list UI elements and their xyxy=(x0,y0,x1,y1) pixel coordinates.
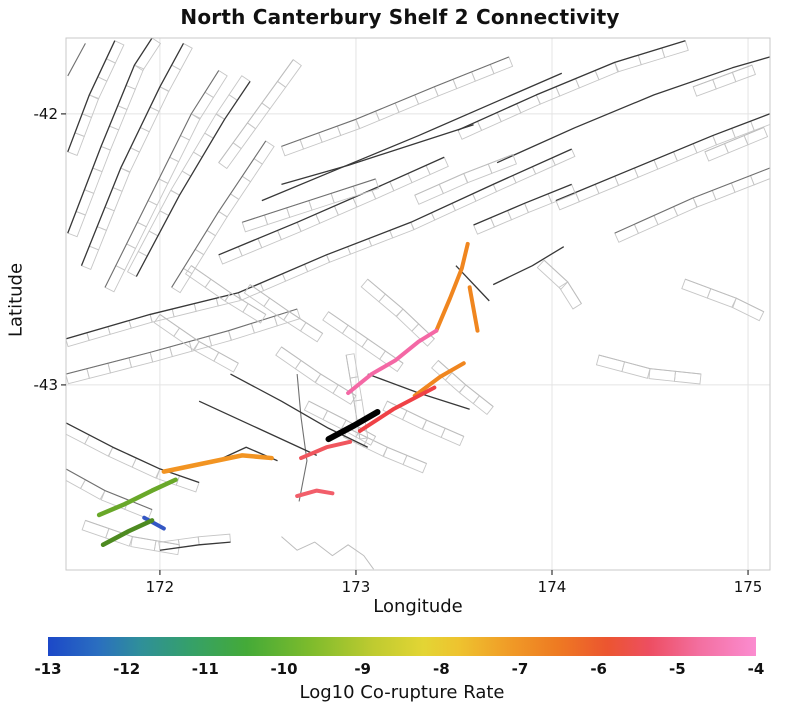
colorbar-tick-label: -12 xyxy=(113,660,141,678)
fault-trace xyxy=(218,156,445,256)
fault-trace xyxy=(281,536,375,570)
x-tick-label: 174 xyxy=(537,578,567,596)
y-tick-label: -43 xyxy=(33,375,59,394)
fault-trace xyxy=(249,284,323,334)
fault-trace xyxy=(171,140,267,288)
colorbar-tick-label: -6 xyxy=(590,660,607,678)
fault-trace xyxy=(66,148,572,340)
rupture-orange-upper xyxy=(434,241,470,333)
colorbar-gradient xyxy=(48,637,756,656)
fault-trace xyxy=(66,468,153,511)
colorbar-tick-label: -13 xyxy=(34,660,62,678)
colorbar-tick-label: -8 xyxy=(432,660,450,678)
fault-trace xyxy=(328,311,404,364)
x-tick-label: 172 xyxy=(145,578,175,596)
fault-trace xyxy=(685,278,764,313)
fault-trace xyxy=(80,43,185,266)
colorbar-tick-label: -7 xyxy=(511,660,529,678)
colorbar-tick-label: -11 xyxy=(191,660,219,678)
rupture-orange-short-right xyxy=(467,285,480,333)
rupture-red-left xyxy=(299,439,353,461)
rupture-black-source xyxy=(325,408,381,443)
fault-trace xyxy=(159,314,239,364)
fault-trace xyxy=(473,183,572,226)
fault-trace xyxy=(347,427,427,464)
fault-trace xyxy=(281,56,510,147)
y-axis-label: Latitude xyxy=(5,262,27,338)
fault-trace xyxy=(555,113,770,202)
x-tick-label: 175 xyxy=(733,578,763,596)
fault-trace xyxy=(692,64,753,88)
fault-trace xyxy=(543,259,582,304)
x-tick-label: 173 xyxy=(341,578,371,596)
colorbar-tick-label: -10 xyxy=(270,660,298,678)
plot-frame xyxy=(65,37,771,571)
fault-trace xyxy=(104,70,220,288)
fault-trace xyxy=(135,80,251,277)
fault-trace xyxy=(230,373,368,448)
colorbar-label: Log10 Co-rupture Rate xyxy=(299,682,505,703)
colorbar-tick-label: -9 xyxy=(354,660,371,678)
fault-trace xyxy=(308,400,376,437)
fault-trace xyxy=(66,422,200,484)
rupture-green-dark-south xyxy=(100,518,155,548)
rupture-orange-mid xyxy=(412,361,466,398)
fault-trace xyxy=(67,38,153,234)
fault-trace xyxy=(296,374,308,502)
fault-trace xyxy=(67,43,86,77)
fault-trace xyxy=(281,346,357,397)
rupture-orange-long-west xyxy=(161,453,274,474)
fault-trace xyxy=(190,265,267,315)
chart-title: North Canterbury Shelf 2 Connectivity xyxy=(180,5,620,29)
rupture-red-main xyxy=(357,385,437,433)
rupture-green-main xyxy=(96,477,178,518)
rupture-pink-small-south xyxy=(295,488,335,499)
x-axis-label: Longitude xyxy=(373,596,463,617)
colorbar-tick-label: -4 xyxy=(747,660,765,678)
fault-trace xyxy=(437,360,494,407)
fault-trace xyxy=(242,178,376,223)
fault-trace xyxy=(159,541,231,551)
fault-trace xyxy=(457,40,686,131)
fault-trace xyxy=(414,154,513,196)
colorbar-tick-label: -5 xyxy=(668,660,686,678)
fault-trace xyxy=(218,59,294,163)
y-tick-label: -42 xyxy=(33,104,59,123)
fault-trace xyxy=(598,354,702,375)
fault-trace xyxy=(85,519,180,546)
plot-content xyxy=(66,38,770,570)
fault-trace xyxy=(614,167,770,234)
fault-trace xyxy=(281,124,474,185)
fault-trace xyxy=(198,400,318,456)
fault-trace xyxy=(67,40,116,153)
plot-panel xyxy=(66,38,770,570)
fault-trace xyxy=(704,126,764,153)
fault-trace xyxy=(492,246,565,286)
fault-trace xyxy=(367,278,435,340)
rupture-pink-central xyxy=(346,328,439,396)
rupture-blue-short xyxy=(142,515,166,531)
fault-trace xyxy=(496,56,770,164)
fault-trace xyxy=(261,72,563,202)
